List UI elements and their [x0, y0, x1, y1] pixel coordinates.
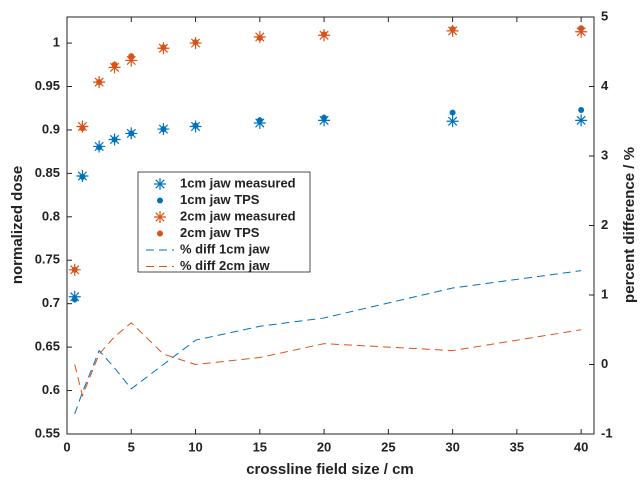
asterisk-marker	[446, 115, 459, 128]
dot-marker	[96, 144, 103, 151]
dot-marker	[111, 61, 118, 68]
x-tick-label: 35	[510, 439, 524, 454]
x-tick-label: 5	[128, 439, 135, 454]
x-tick-label: 10	[188, 439, 202, 454]
y-tick-label: 0.8	[42, 208, 60, 223]
y2-tick-label: 5	[601, 8, 608, 23]
legend-box	[137, 171, 311, 273]
dot-marker	[160, 44, 167, 51]
dot-marker	[71, 296, 78, 303]
y2-tick-label: -1	[601, 425, 613, 440]
dot-marker	[578, 25, 585, 32]
dot-marker	[578, 106, 585, 113]
x-tick-label: 20	[317, 439, 331, 454]
asterisk-marker	[125, 54, 138, 67]
x-tick-label: 40	[574, 439, 588, 454]
dot-marker	[321, 31, 328, 38]
legend-label: 1cm jaw TPS	[180, 192, 260, 207]
x-tick-label: 25	[381, 439, 395, 454]
asterisk-marker	[575, 114, 588, 127]
legend-dot	[157, 197, 163, 204]
dot-marker	[160, 126, 167, 133]
legend-label: 1cm jaw measured	[180, 175, 296, 190]
x-tick-label: 0	[63, 439, 70, 454]
y-tick-label: 0.85	[35, 165, 60, 180]
asterisk-marker	[154, 178, 166, 190]
dot-marker	[128, 53, 135, 60]
dot-marker	[79, 173, 86, 180]
dot-marker	[449, 109, 456, 116]
dot-marker	[449, 26, 456, 33]
asterisk-marker	[575, 25, 588, 38]
dot-marker	[96, 79, 103, 86]
dot-marker	[79, 125, 86, 132]
y-tick-label: 0.95	[35, 78, 60, 93]
y-tick-label: 0.9	[42, 121, 60, 136]
dot-marker	[256, 34, 263, 41]
y2-tick-label: 0	[601, 356, 608, 371]
legend-dot	[157, 230, 163, 237]
legend-label: 2cm jaw TPS	[180, 225, 260, 240]
diff-line	[74, 322, 582, 398]
y2-tick-label: 1	[601, 286, 608, 301]
x-axis-label: crossline field size / cm	[246, 461, 414, 478]
y-axis-label: normalized dose	[9, 166, 26, 284]
legend-label: % diff 1cm jaw	[180, 241, 270, 256]
diff-line	[74, 270, 582, 415]
y-tick-label: 1	[53, 35, 60, 50]
dot-marker	[128, 130, 135, 137]
x-tick-label: 30	[445, 439, 459, 454]
y-tick-label: 0.7	[42, 295, 60, 310]
dot-marker	[321, 114, 328, 121]
y2-tick-label: 3	[601, 147, 608, 162]
y-tick-label: 0.75	[35, 252, 60, 267]
dot-marker	[192, 39, 199, 46]
y2-tick-label: 2	[601, 217, 608, 232]
y2-tick-label: 4	[601, 78, 609, 93]
legend-label: 2cm jaw measured	[180, 208, 296, 223]
x-tick-label: 15	[253, 439, 267, 454]
y2-axis-label: percent difference / %	[621, 147, 638, 303]
y-tick-label: 0.55	[35, 425, 60, 440]
dot-marker	[256, 117, 263, 124]
dot-marker	[192, 122, 199, 129]
dot-marker	[111, 136, 118, 143]
asterisk-marker	[154, 211, 166, 223]
legend-label: % diff 2cm jaw	[180, 258, 270, 273]
y-tick-label: 0.65	[35, 339, 60, 354]
y-tick-label: 0.6	[42, 382, 60, 397]
dot-marker	[71, 266, 78, 273]
